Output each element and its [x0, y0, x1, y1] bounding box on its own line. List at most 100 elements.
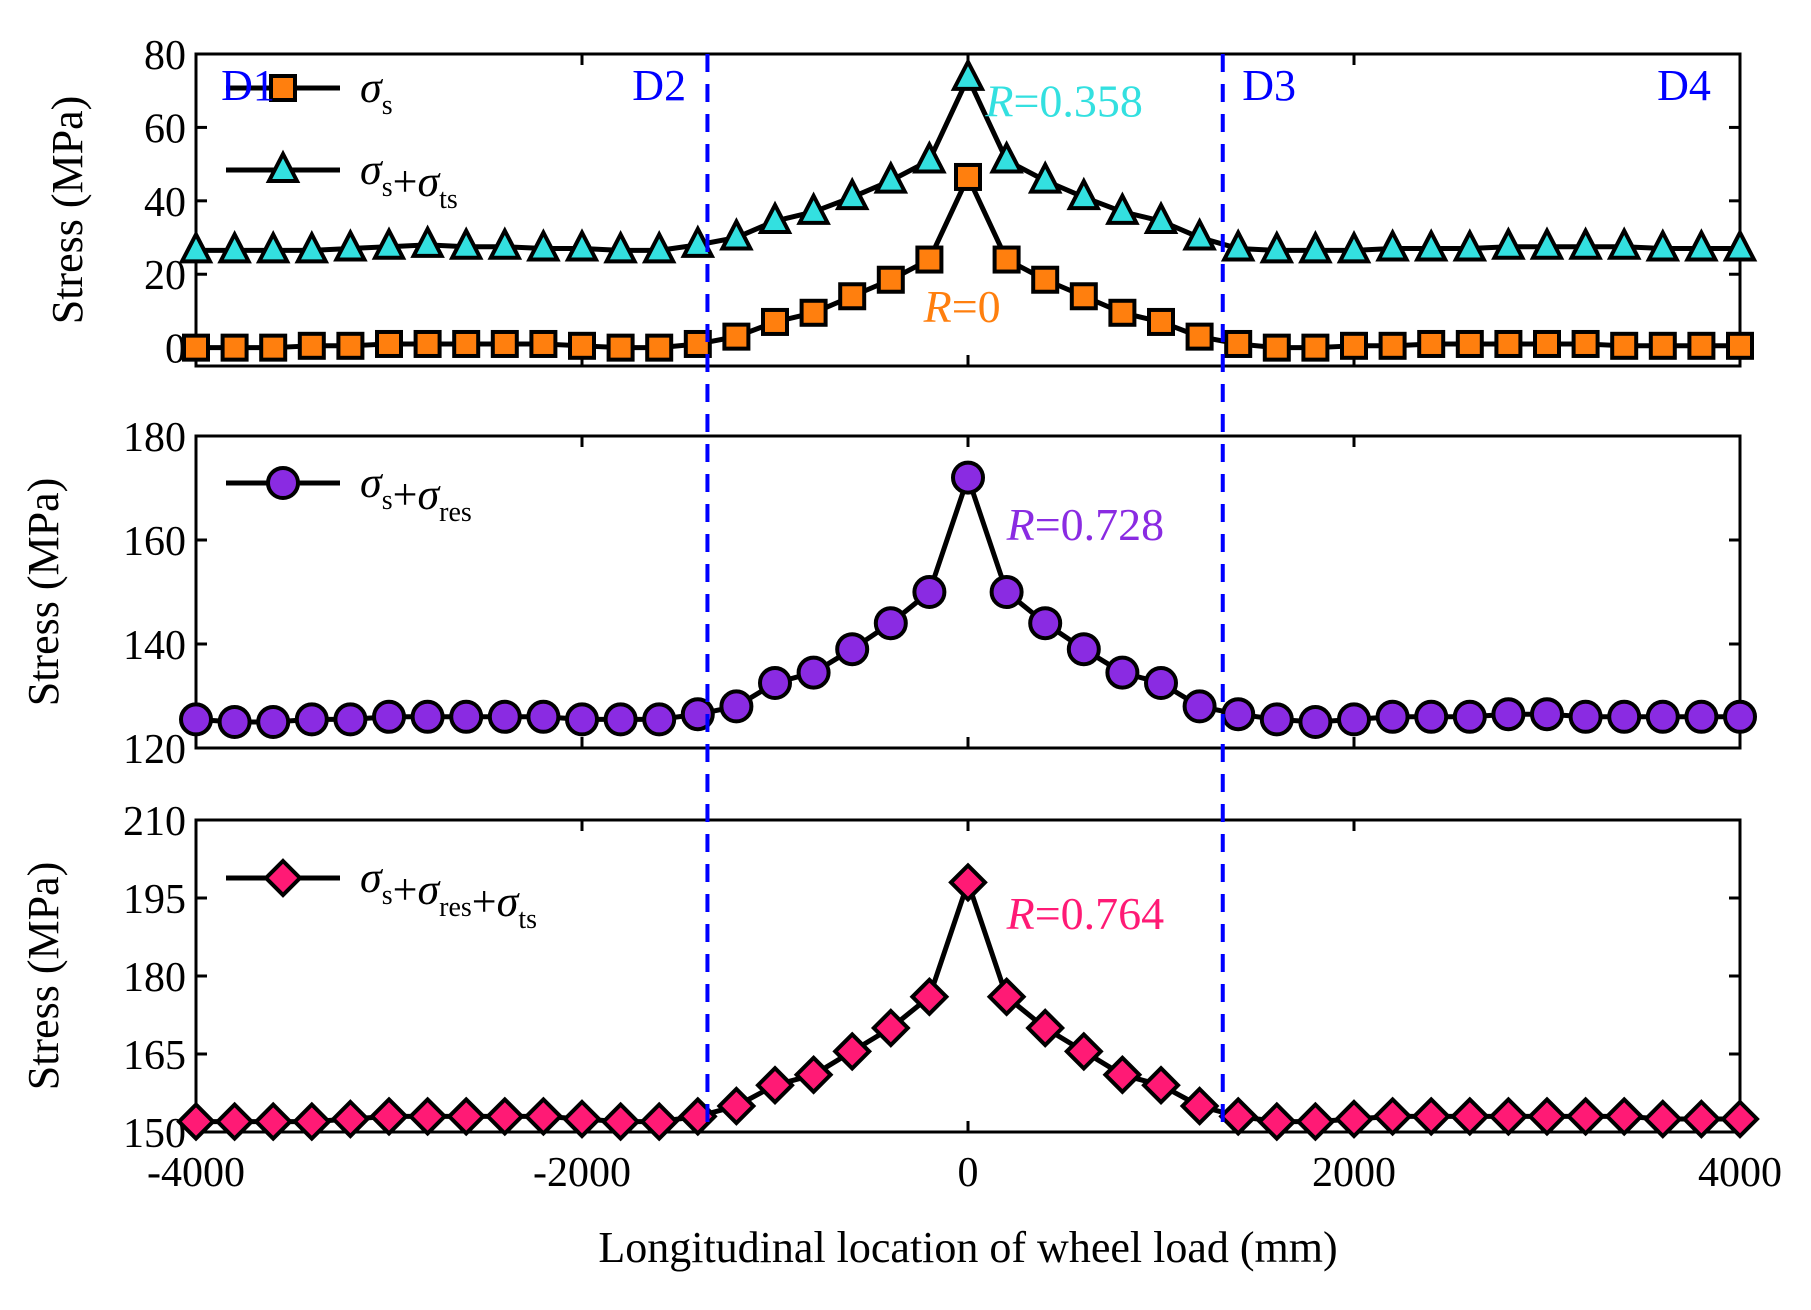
data-point-triangle	[1220, 228, 1256, 262]
panel-1: 0 20 40 60 80 Stress (MPa) σs σs+σts R=0.358 R=0	[43, 33, 1758, 373]
data-point-square	[799, 298, 828, 327]
data-point-circle	[333, 702, 368, 737]
data-point-square	[1533, 329, 1561, 358]
data-point-circle	[1066, 632, 1101, 667]
data-point-circle	[1259, 702, 1294, 737]
data-point-square	[220, 333, 249, 362]
data-point-diamond	[1372, 1096, 1413, 1137]
data-point-diamond	[253, 1101, 294, 1142]
data-point-diamond	[1449, 1096, 1490, 1137]
data-point-diamond	[1488, 1096, 1529, 1137]
data-point-diamond	[600, 1101, 641, 1142]
data-point-triangle	[1182, 217, 1217, 251]
data-point-square	[1147, 307, 1175, 336]
data-point-circle	[1375, 699, 1410, 734]
data-point-diamond	[523, 1096, 564, 1137]
data-point-square	[1648, 331, 1677, 360]
data-point-diamond	[484, 1096, 525, 1137]
data-point-triangle	[217, 230, 252, 264]
data-point-circle	[1182, 689, 1217, 724]
data-point-square	[529, 329, 558, 358]
data-point-square	[915, 245, 944, 274]
data-point-square	[1687, 331, 1716, 360]
data-point-diamond	[562, 1099, 602, 1139]
x-tick-label: 0	[958, 1150, 979, 1196]
data-point-triangle	[1491, 226, 1526, 260]
data-point-diamond	[1295, 1101, 1336, 1142]
y-tick-label: 140	[123, 623, 186, 669]
r-annotation: R=0.358	[984, 75, 1143, 126]
data-point-square	[761, 307, 789, 336]
data-point-triangle	[641, 230, 677, 264]
data-point-circle	[565, 702, 599, 737]
data-point-circle	[1298, 705, 1333, 739]
data-point-diamond	[909, 976, 950, 1017]
data-point-square	[1455, 329, 1484, 358]
zone-label: D2	[632, 61, 686, 110]
legend-label: σs+σts	[360, 145, 458, 215]
data-point-diamond	[1527, 1096, 1567, 1137]
data-point-circle	[294, 702, 329, 737]
panel-2: 120 140 160 180 Stress (MPa) σs+σres R=0.728	[19, 415, 1757, 773]
data-point-diamond	[639, 1101, 680, 1142]
data-point-square	[568, 331, 596, 360]
y-tick-label: 180	[123, 955, 186, 1001]
data-point-diamond	[1604, 1096, 1645, 1137]
y-tick-label: 160	[123, 519, 186, 565]
data-point-circle	[680, 697, 715, 732]
legend-label: σs	[360, 63, 393, 121]
data-point-diamond	[948, 862, 988, 903]
y-axis-label: Stress (MPa)	[19, 862, 68, 1091]
data-point-diamond	[1411, 1096, 1452, 1137]
data-point-square	[954, 162, 982, 191]
data-point-square	[413, 329, 442, 358]
data-point-square	[297, 331, 326, 360]
data-point-triangle	[1105, 191, 1140, 225]
data-point-triangle	[1684, 228, 1719, 262]
y-tick-label: 40	[144, 180, 186, 226]
data-point-diamond	[1179, 1086, 1220, 1126]
y-tick-label: 0	[165, 327, 186, 373]
data-point-square	[1262, 333, 1291, 362]
data-point-diamond	[407, 1096, 448, 1137]
legend-label: σs+σres	[360, 458, 472, 528]
data-point-circle	[256, 705, 291, 739]
data-point-triangle	[873, 160, 909, 194]
y-tick-label: 80	[144, 33, 186, 79]
data-point-square	[1301, 333, 1330, 362]
data-point-triangle	[1298, 230, 1333, 264]
zone-label: D4	[1657, 61, 1711, 110]
legend-marker-triangle	[265, 149, 301, 183]
data-point-diamond	[1334, 1099, 1374, 1139]
data-point-diamond	[214, 1101, 255, 1142]
y-tick-label: 210	[123, 799, 186, 845]
legend-marker-circle	[266, 466, 300, 500]
data-point-triangle	[526, 228, 561, 262]
zone-label: D1	[221, 61, 275, 110]
data-point-square	[722, 322, 751, 351]
data-point-square	[876, 265, 905, 294]
data-point-triangle	[1645, 228, 1681, 262]
data-point-triangle	[912, 140, 947, 174]
data-point-square	[259, 333, 288, 362]
data-point-diamond	[677, 1096, 718, 1137]
data-point-triangle	[834, 176, 870, 211]
y-tick-label: 180	[123, 415, 186, 461]
data-point-square	[992, 245, 1021, 274]
data-point-diamond	[369, 1096, 409, 1137]
data-point-diamond	[291, 1101, 332, 1142]
data-point-triangle	[1375, 228, 1410, 262]
data-point-diamond	[1102, 1054, 1143, 1095]
data-point-square	[1378, 331, 1407, 360]
data-point-circle	[1337, 702, 1371, 737]
x-axis-label: Longitudinal location of wheel load (mm)	[598, 1223, 1337, 1272]
data-point-triangle	[1336, 230, 1372, 264]
data-point-circle	[1221, 697, 1256, 732]
data-point-square	[452, 329, 481, 358]
data-point-triangle	[333, 228, 368, 262]
y-tick-label: 150	[123, 1111, 186, 1157]
y-axis-label: Stress (MPa)	[19, 478, 68, 707]
x-axis: -4000 -2000 0 2000 4000	[147, 1150, 1782, 1196]
data-point-triangle	[950, 57, 986, 91]
legend-label: σs+σres+σts	[360, 853, 537, 935]
